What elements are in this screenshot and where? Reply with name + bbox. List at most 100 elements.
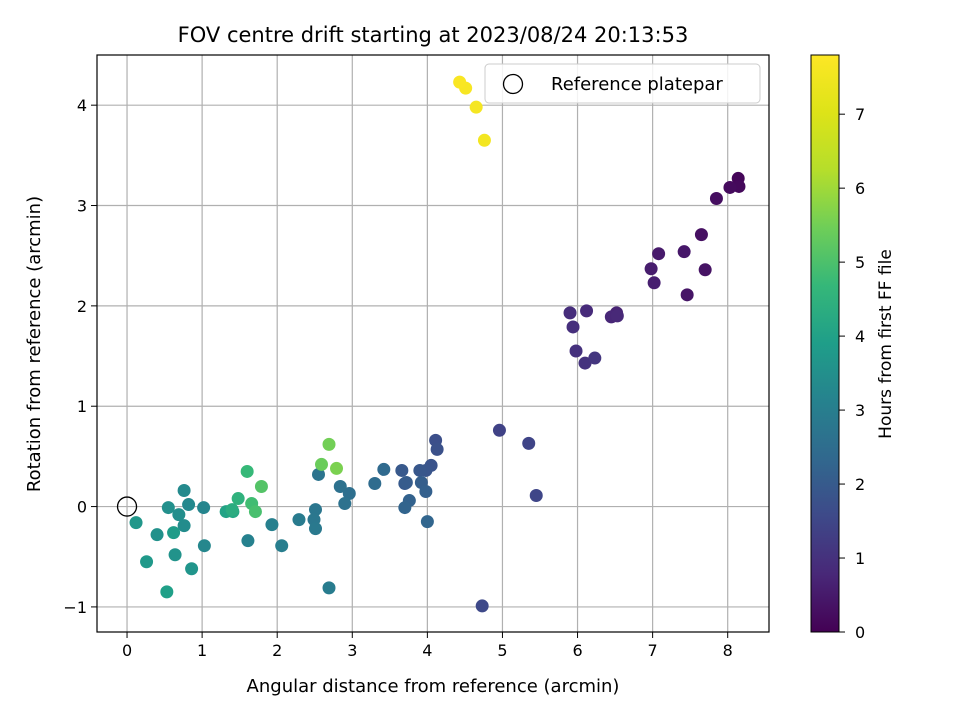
- data-point: [185, 562, 199, 576]
- data-point: [308, 503, 322, 517]
- data-point: [566, 320, 580, 334]
- data-point: [522, 436, 536, 450]
- data-point: [177, 519, 191, 533]
- plot-frame: [96, 54, 770, 633]
- data-point: [254, 479, 268, 493]
- data-point: [580, 304, 594, 318]
- y-tick-label: −1: [63, 598, 87, 617]
- data-point: [330, 461, 344, 475]
- data-point: [172, 508, 186, 522]
- grid-lines: [97, 55, 769, 632]
- data-point: [709, 191, 723, 205]
- data-point: [248, 505, 262, 519]
- data-point: [322, 581, 336, 595]
- data-point: [680, 288, 694, 302]
- data-point: [311, 467, 325, 481]
- colorbar-tick-label: 2: [855, 475, 865, 494]
- data-point: [292, 513, 306, 527]
- colorbar-ticks: 0 1 2 3 4 5 6 7: [839, 105, 865, 642]
- x-tick-label: 3: [347, 641, 357, 660]
- x-tick-label: 1: [197, 641, 207, 660]
- data-point: [342, 487, 356, 501]
- colorbar-tick-label: 1: [855, 549, 865, 568]
- data-point: [475, 599, 489, 613]
- x-axis-ticks: 0 1 2 3 4 5 6 7 8: [122, 632, 733, 660]
- data-point: [610, 309, 624, 323]
- x-tick-label: 7: [648, 641, 658, 660]
- colorbar: 0 1 2 3 4 5 6 7 Hours from first FF file: [810, 54, 896, 642]
- y-tick-label: 4: [77, 96, 87, 115]
- data-point: [588, 351, 602, 365]
- colorbar-gradient: [810, 54, 840, 633]
- data-point: [129, 516, 143, 530]
- y-axis-ticks: −1 0 1 2 3 4: [63, 96, 97, 617]
- data-point: [647, 276, 661, 290]
- data-point: [529, 489, 543, 503]
- data-point: [677, 245, 691, 259]
- data-points: [129, 75, 746, 613]
- data-point: [419, 485, 433, 499]
- data-point: [368, 476, 382, 490]
- x-tick-label: 6: [572, 641, 582, 660]
- y-axis-label: Rotation from reference (arcmin): [24, 196, 45, 492]
- data-point: [469, 100, 483, 114]
- x-tick-label: 5: [497, 641, 507, 660]
- x-tick-label: 2: [272, 641, 282, 660]
- data-point: [231, 492, 245, 506]
- data-point: [182, 498, 196, 512]
- reference-marker-layer: [116, 496, 138, 517]
- data-point: [275, 539, 289, 553]
- data-point: [694, 228, 708, 242]
- y-tick-label: 2: [77, 297, 87, 316]
- colorbar-tick-label: 5: [855, 253, 865, 272]
- data-point: [399, 475, 413, 489]
- data-point: [578, 356, 592, 370]
- data-point: [167, 526, 181, 540]
- legend-label: Reference platepar: [551, 74, 723, 95]
- data-point: [377, 462, 391, 476]
- data-point: [477, 133, 491, 147]
- data-point: [160, 585, 174, 599]
- data-point: [398, 501, 412, 515]
- x-tick-label: 8: [723, 641, 733, 660]
- data-point: [308, 522, 322, 536]
- data-point: [413, 463, 427, 477]
- data-point: [241, 534, 255, 548]
- colorbar-tick-label: 4: [855, 327, 865, 346]
- colorbar-label: Hours from first FF file: [876, 249, 896, 439]
- y-tick-label: 1: [77, 397, 87, 416]
- y-tick-label: 0: [77, 498, 87, 517]
- data-point: [150, 528, 164, 542]
- data-point: [644, 262, 658, 276]
- reference-platepar-marker: [116, 496, 138, 517]
- data-point: [652, 247, 666, 261]
- data-point: [140, 555, 154, 569]
- data-point: [333, 479, 347, 493]
- colorbar-tick-label: 7: [855, 105, 865, 124]
- data-point: [177, 484, 191, 498]
- y-tick-label: 3: [77, 197, 87, 216]
- x-tick-label: 4: [422, 641, 432, 660]
- data-point: [395, 463, 409, 477]
- data-point: [698, 263, 712, 277]
- data-point: [420, 515, 434, 529]
- legend: Reference platepar: [484, 63, 761, 104]
- chart-title: FOV centre drift starting at 2023/08/24 …: [178, 23, 689, 47]
- data-point: [492, 423, 506, 437]
- x-tick-label: 0: [122, 641, 132, 660]
- colorbar-tick-label: 0: [855, 623, 865, 642]
- data-point: [315, 457, 329, 471]
- data-point: [240, 464, 254, 478]
- data-point: [338, 497, 352, 511]
- data-point: [168, 548, 182, 562]
- data-point: [265, 518, 279, 532]
- data-point: [197, 501, 211, 515]
- x-axis-label: Angular distance from reference (arcmin): [247, 676, 620, 697]
- legend-marker-open-circle: [502, 73, 524, 95]
- data-point: [453, 75, 467, 89]
- colorbar-tick-label: 3: [855, 401, 865, 420]
- data-point: [322, 437, 336, 451]
- data-point: [197, 539, 211, 553]
- data-point: [563, 306, 577, 320]
- legend-box: [484, 63, 761, 104]
